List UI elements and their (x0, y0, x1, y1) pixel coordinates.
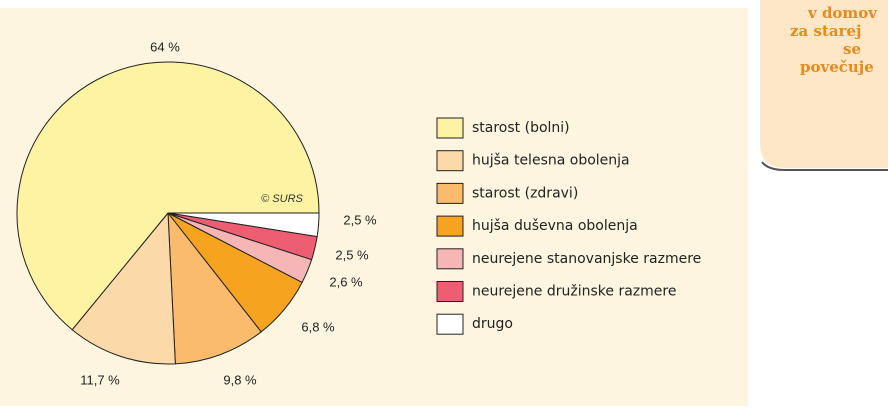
side-box-text: se (843, 40, 861, 58)
data-label: 2,5 % (335, 247, 369, 262)
side-box-text: v domov (807, 4, 878, 22)
side-box-text: povečuje (800, 58, 874, 76)
side-box (760, 0, 888, 168)
legend-swatch (436, 248, 464, 270)
data-label: 9,8 % (223, 372, 257, 387)
legend-swatch (436, 182, 464, 204)
data-label: 6,8 % (301, 319, 335, 334)
pie (16, 61, 320, 365)
legend-swatch (436, 150, 464, 172)
side-box-text: za starej (790, 22, 861, 40)
legend-label: neurejene stanovanjske razmere (472, 251, 701, 267)
legend-label: starost (bolni) (472, 120, 570, 136)
side-box-shadow (761, 161, 888, 171)
legend-label: hujša duševna obolenja (472, 218, 638, 234)
pie-slice (167, 211, 262, 365)
legend-swatch (436, 117, 464, 139)
legend-swatch (436, 215, 464, 237)
legend-label: hujša telesna obolenja (472, 153, 630, 169)
legend-label: drugo (472, 316, 513, 332)
data-label: 2,6 % (329, 274, 363, 289)
data-label: 64 % (150, 39, 180, 54)
legend-label: neurejene družinske razmere (472, 284, 676, 300)
legend-label: starost (zdravi) (472, 185, 578, 201)
legend-swatch (436, 313, 464, 335)
pie-slice (71, 211, 176, 365)
source-note: © SURS (261, 193, 303, 205)
data-label: 11,7 % (80, 372, 120, 387)
data-label: 2,5 % (343, 212, 377, 227)
legend-swatch (436, 281, 464, 302)
pie-slice (16, 61, 320, 331)
